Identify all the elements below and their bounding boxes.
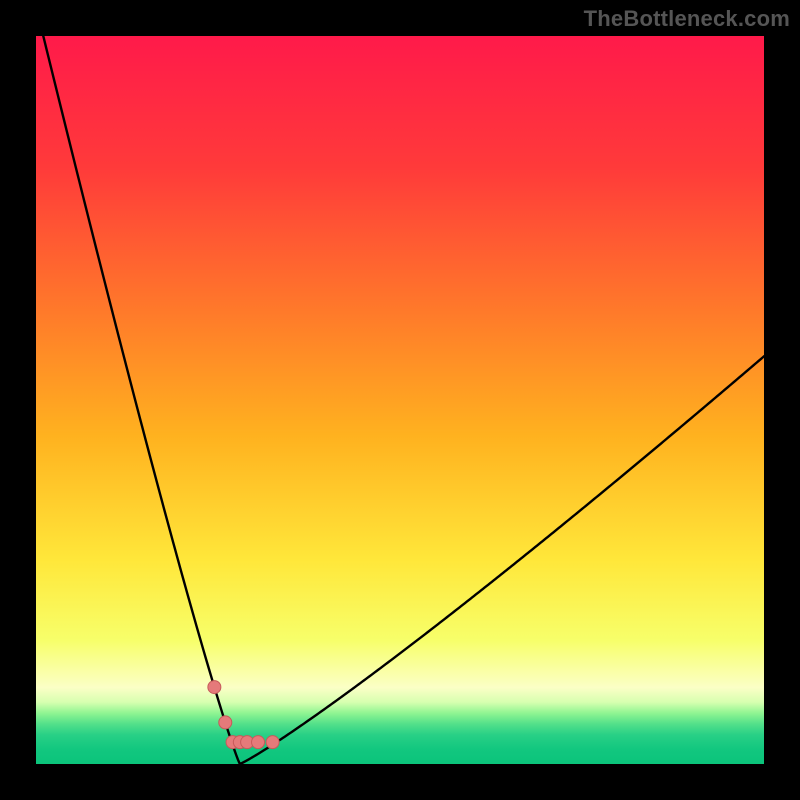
- plot-area: [36, 36, 764, 764]
- chart-svg: [36, 36, 764, 764]
- chart-frame: TheBottleneck.com: [0, 0, 800, 800]
- attribution-text: TheBottleneck.com: [584, 6, 790, 32]
